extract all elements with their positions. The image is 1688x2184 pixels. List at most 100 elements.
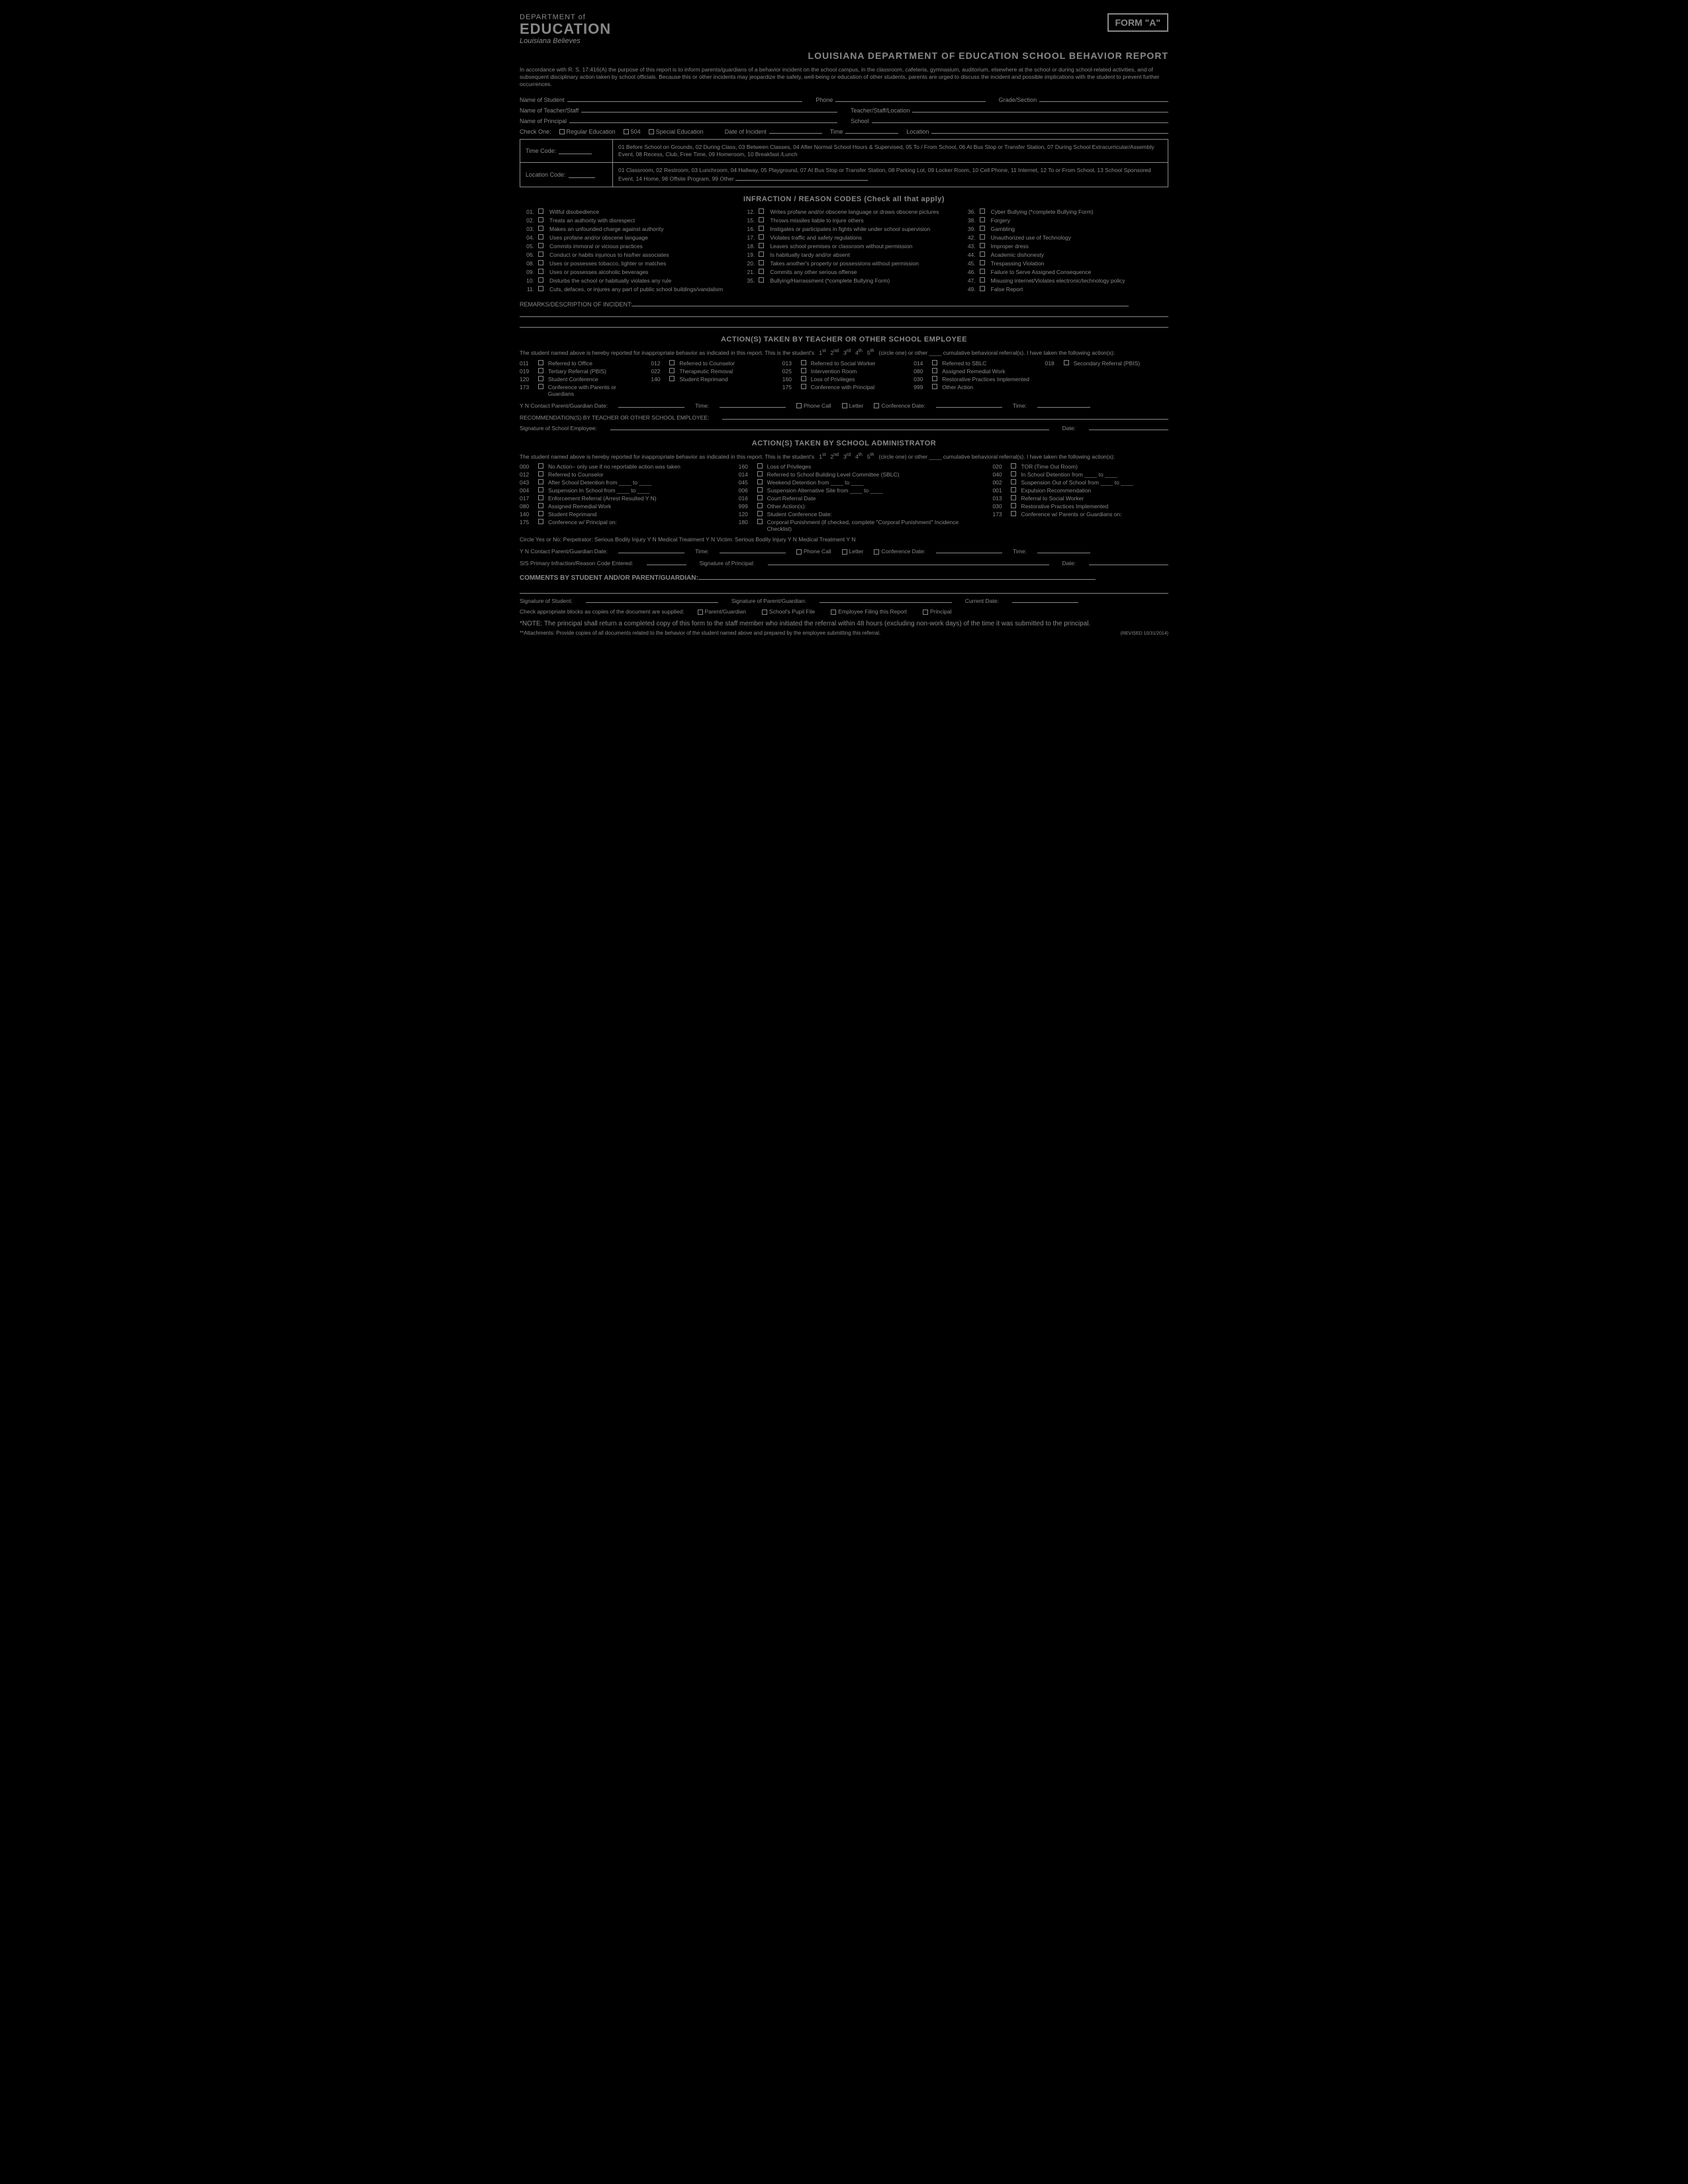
dist-checkbox[interactable]: [698, 610, 703, 615]
action-checkbox[interactable]: [669, 376, 675, 381]
admin-action-checkbox[interactable]: [1011, 511, 1016, 516]
admin-action-checkbox[interactable]: [538, 479, 543, 484]
admin-action-checkbox[interactable]: [538, 495, 543, 500]
inf-checkbox[interactable]: [980, 251, 985, 257]
admin-action-checkbox[interactable]: [757, 495, 763, 500]
inf-checkbox[interactable]: [980, 286, 985, 291]
admin-conf-date[interactable]: [936, 547, 1002, 553]
inf-checkbox[interactable]: [980, 277, 985, 283]
inf-checkbox[interactable]: [980, 243, 985, 248]
action-checkbox[interactable]: [801, 376, 806, 381]
action-checkbox[interactable]: [1064, 360, 1069, 365]
admin-action-checkbox[interactable]: [757, 479, 763, 484]
school-input[interactable]: [872, 116, 1168, 123]
conf-checkbox[interactable]: [874, 403, 879, 408]
admin-action-checkbox[interactable]: [538, 511, 543, 516]
admin-action-checkbox[interactable]: [538, 503, 543, 508]
action-checkbox[interactable]: [669, 368, 675, 373]
time-code-input[interactable]: [559, 148, 592, 154]
remarks-line-3[interactable]: [520, 318, 1168, 328]
contact-time-input[interactable]: [720, 401, 786, 408]
inf-checkbox[interactable]: [759, 208, 764, 214]
admin-action-checkbox[interactable]: [757, 519, 763, 524]
time-input[interactable]: [845, 127, 898, 134]
inf-checkbox[interactable]: [538, 208, 543, 214]
inf-checkbox[interactable]: [759, 260, 764, 265]
inf-checkbox[interactable]: [759, 234, 764, 240]
remarks-line-1[interactable]: [632, 300, 1129, 306]
action-checkbox[interactable]: [538, 360, 543, 365]
emp-date-input[interactable]: [1089, 424, 1168, 430]
action-checkbox[interactable]: [932, 384, 937, 389]
phone-checkbox[interactable]: [796, 403, 802, 408]
date-input[interactable]: [769, 127, 822, 134]
inf-checkbox[interactable]: [538, 226, 543, 231]
inf-checkbox[interactable]: [759, 269, 764, 274]
inf-checkbox[interactable]: [538, 234, 543, 240]
principal-sig-input[interactable]: [768, 559, 1049, 565]
inf-checkbox[interactable]: [538, 260, 543, 265]
curr-date-input[interactable]: [1012, 596, 1078, 603]
action-checkbox[interactable]: [801, 360, 806, 365]
contact-date-input[interactable]: [618, 401, 684, 408]
student-sig-input[interactable]: [586, 596, 718, 603]
inf-checkbox[interactable]: [759, 277, 764, 283]
inf-checkbox[interactable]: [759, 217, 764, 222]
admin-action-checkbox[interactable]: [538, 471, 543, 477]
action-checkbox[interactable]: [932, 376, 937, 381]
comments-line-2[interactable]: [520, 584, 1168, 594]
emp-sig-input[interactable]: [610, 424, 1049, 430]
dist-checkbox[interactable]: [831, 610, 836, 615]
reg-checkbox[interactable]: [559, 129, 565, 134]
teacher-loc-input[interactable]: [912, 106, 1168, 113]
action-checkbox[interactable]: [538, 368, 543, 373]
action-checkbox[interactable]: [669, 360, 675, 365]
admin-conf-time[interactable]: [1037, 547, 1090, 553]
admin-action-checkbox[interactable]: [757, 511, 763, 516]
rec-input[interactable]: [722, 413, 1168, 420]
admin-action-checkbox[interactable]: [757, 463, 763, 469]
dist-checkbox[interactable]: [762, 610, 767, 615]
inf-checkbox[interactable]: [980, 226, 985, 231]
sis-input[interactable]: [647, 559, 686, 565]
504-checkbox[interactable]: [624, 129, 629, 134]
remarks-line-2[interactable]: [520, 308, 1168, 317]
admin-action-checkbox[interactable]: [757, 487, 763, 492]
admin-letter-cb[interactable]: [842, 549, 847, 555]
dist-checkbox[interactable]: [923, 610, 928, 615]
inf-checkbox[interactable]: [538, 277, 543, 283]
inf-checkbox[interactable]: [980, 234, 985, 240]
inf-checkbox[interactable]: [759, 243, 764, 248]
admin-action-checkbox[interactable]: [1011, 495, 1016, 500]
action-checkbox[interactable]: [801, 384, 806, 389]
inf-checkbox[interactable]: [980, 260, 985, 265]
letter-checkbox[interactable]: [842, 403, 847, 408]
admin-action-checkbox[interactable]: [538, 463, 543, 469]
action-checkbox[interactable]: [801, 368, 806, 373]
loc-code-input[interactable]: [569, 171, 595, 178]
inf-checkbox[interactable]: [538, 243, 543, 248]
special-checkbox[interactable]: [649, 129, 654, 134]
location-input[interactable]: [931, 127, 1168, 134]
inf-checkbox[interactable]: [538, 217, 543, 222]
admin-action-checkbox[interactable]: [757, 471, 763, 477]
admin-action-checkbox[interactable]: [538, 487, 543, 492]
comments-line-1[interactable]: [698, 573, 1096, 580]
conf-date-input[interactable]: [936, 401, 1002, 408]
admin-action-checkbox[interactable]: [757, 503, 763, 508]
admin-action-checkbox[interactable]: [538, 519, 543, 524]
inf-checkbox[interactable]: [538, 269, 543, 274]
inf-checkbox[interactable]: [759, 226, 764, 231]
admin-action-checkbox[interactable]: [1011, 503, 1016, 508]
admin-contact-date[interactable]: [618, 547, 684, 553]
principal-input[interactable]: [569, 116, 837, 123]
admin-action-checkbox[interactable]: [1011, 479, 1016, 484]
admin-action-checkbox[interactable]: [1011, 487, 1016, 492]
action-checkbox[interactable]: [538, 376, 543, 381]
student-input[interactable]: [567, 95, 803, 102]
action-checkbox[interactable]: [932, 368, 937, 373]
inf-checkbox[interactable]: [980, 208, 985, 214]
inf-checkbox[interactable]: [538, 286, 543, 291]
admin-action-checkbox[interactable]: [1011, 471, 1016, 477]
teacher-input[interactable]: [581, 106, 837, 113]
